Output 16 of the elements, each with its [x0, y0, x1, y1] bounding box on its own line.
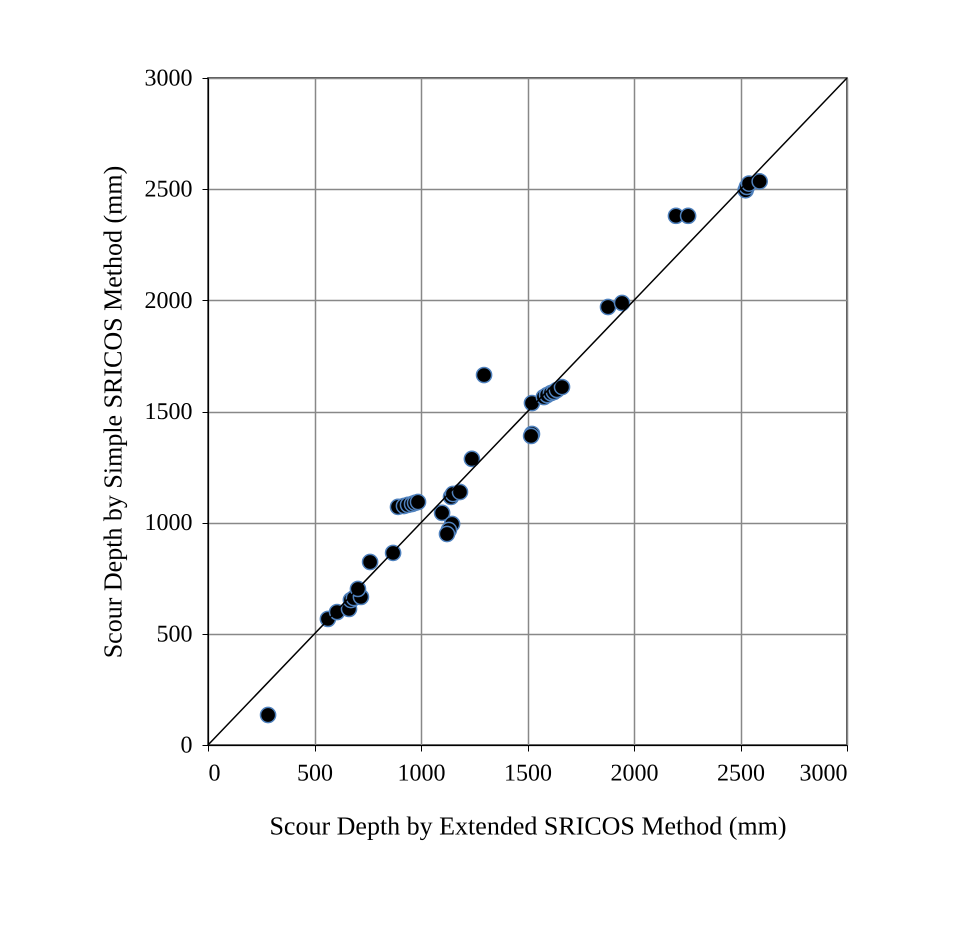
x-tick-label: 1000: [398, 760, 446, 786]
y-tick-label: 1000: [144, 510, 192, 536]
x-tick-label: 1500: [504, 760, 552, 786]
y-tick-label: 2500: [144, 176, 192, 203]
x-tick-label: 2500: [717, 760, 765, 786]
x-tick-label: 2000: [610, 760, 658, 786]
y-axis-title: Scour Depth by Simple SRICOS Method (mm): [98, 166, 128, 658]
x-tick-label: 500: [297, 760, 333, 786]
x-tick-label: 3000: [800, 760, 848, 786]
y-tick-label: 500: [156, 621, 192, 648]
y-tick-label: 3000: [144, 66, 192, 92]
y-tick-label: 1500: [144, 399, 192, 425]
x-tick-label: 0: [208, 760, 220, 786]
x-axis-title: Scour Depth by Extended SRICOS Method (mm): [269, 812, 787, 840]
y-tick-label: 2000: [144, 288, 192, 314]
y-tick-label: 0: [180, 732, 192, 758]
